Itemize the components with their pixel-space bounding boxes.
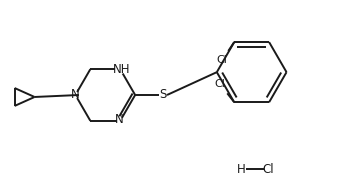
Text: S: S	[159, 88, 167, 101]
Text: NH: NH	[113, 63, 130, 76]
Text: Cl: Cl	[217, 55, 228, 65]
Text: H: H	[237, 163, 246, 176]
Text: Cl: Cl	[215, 79, 226, 89]
Text: Cl: Cl	[263, 163, 274, 176]
Text: N: N	[115, 113, 123, 126]
Text: N: N	[71, 88, 80, 101]
